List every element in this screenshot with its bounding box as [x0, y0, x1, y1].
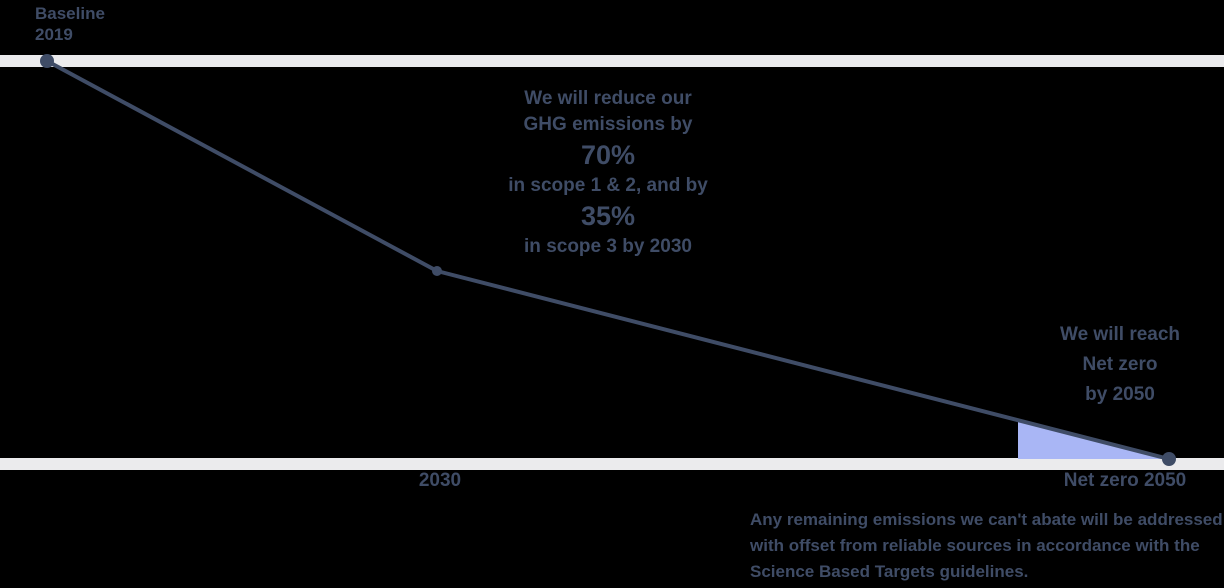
footnote-line2: with offset from reliable sources in acc… — [750, 536, 1200, 555]
net-zero-annotation-line3: by 2050 — [1085, 384, 1155, 405]
top-gridline — [0, 55, 1224, 67]
bottom-gridline — [0, 458, 1224, 470]
footnote-line3: Science Based Targets guidelines. — [750, 562, 1029, 581]
footnote-line1: Any remaining emissions we can't abate w… — [750, 510, 1223, 529]
reduction-annotation-line4: in scope 3 by 2030 — [524, 236, 692, 257]
net-zero-point-marker — [1162, 452, 1176, 466]
x-axis-label-net-zero-2050: Net zero 2050 — [1063, 470, 1187, 491]
reduction-annotation-line3: in scope 1 & 2, and by — [508, 175, 708, 196]
net-zero-annotation: We will reach Net zero by 2050 — [1020, 320, 1220, 410]
net-zero-annotation-line1: We will reach — [1059, 324, 1181, 345]
x-axis-label-2030: 2030 — [418, 470, 462, 491]
mid-2030-point-marker — [432, 266, 442, 276]
net-zero-annotation-line2: Net zero — [1082, 354, 1158, 375]
scope3-reduction-percent: 35% — [580, 201, 636, 231]
baseline-label-year: 2019 — [35, 25, 73, 44]
reduction-target-annotation: We will reduce our GHG emissions by 70% … — [458, 86, 758, 260]
reduction-annotation-line2: GHG emissions by — [523, 114, 693, 135]
baseline-point-marker — [40, 54, 54, 68]
baseline-2019-label: Baseline 2019 — [35, 3, 105, 45]
reduction-annotation-line1: We will reduce our — [524, 88, 692, 109]
scope12-reduction-percent: 70% — [580, 140, 636, 170]
offsets-footnote: Any remaining emissions we can't abate w… — [750, 507, 1223, 585]
baseline-label-word: Baseline — [35, 4, 105, 23]
